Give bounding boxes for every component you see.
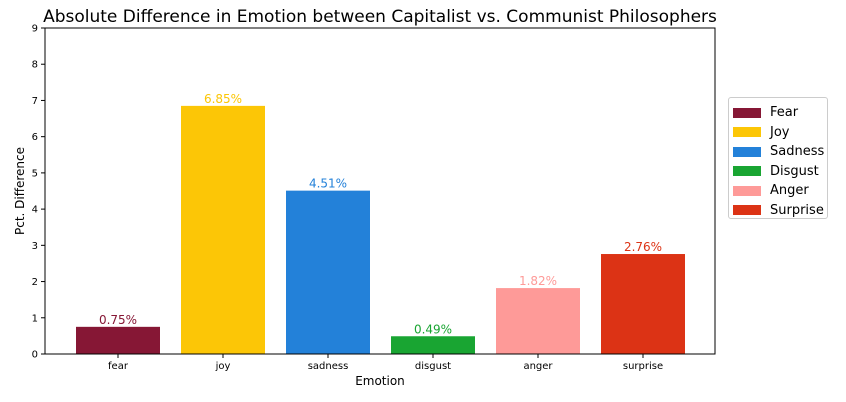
y-tick-label: 3 (32, 241, 38, 252)
legend-label: Surprise (770, 202, 824, 218)
y-axis-label: Pct. Difference (13, 147, 27, 235)
legend-item-disgust: Disgust (733, 162, 819, 181)
data-label-fear: 0.75% (99, 313, 137, 327)
legend-label: Fear (770, 105, 799, 120)
legend: Fear Joy Sadness Disgust Anger Surprise (728, 97, 828, 219)
legend-item-fear: Fear (733, 103, 798, 122)
y-tick-label: 9 (32, 24, 38, 35)
bar-fear (76, 326, 160, 354)
y-tick-label: 8 (32, 60, 38, 71)
y-tick-label: 2 (32, 277, 38, 288)
x-tick-label-sadness: sadness (308, 361, 349, 372)
y-tick-label: 1 (32, 313, 38, 324)
data-label-anger: 1.82% (519, 274, 557, 288)
legend-label: Disgust (770, 163, 819, 179)
chart-title: Absolute Difference in Emotion between C… (43, 7, 717, 27)
data-label-joy: 6.85% (204, 92, 242, 106)
plot-area: 0 1 2 3 4 5 6 7 8 9 0.75% fear 6.85% joy 4.51% sadness 0… (32, 24, 685, 372)
x-tick-label-surprise: surprise (623, 361, 663, 372)
plot-frame (44, 27, 716, 355)
data-label-sadness: 4.51% (309, 177, 347, 191)
legend-swatch (733, 205, 761, 215)
bar-anger (496, 288, 580, 354)
y-tick-label: 7 (32, 96, 38, 107)
y-tick-label: 0 (32, 350, 38, 361)
bar-sadness (286, 190, 370, 354)
y-tick-label: 6 (32, 132, 38, 143)
y-tick-label: 4 (32, 205, 38, 216)
legend-item-anger: Anger (733, 181, 809, 200)
bar-surprise (601, 254, 685, 354)
legend-label: Joy (770, 124, 790, 140)
bar-disgust (391, 336, 475, 354)
legend-item-sadness: Sadness (733, 142, 824, 161)
legend-label: Sadness (770, 144, 825, 159)
legend-item-surprise: Surprise (733, 201, 824, 220)
legend-label: Anger (770, 183, 809, 198)
x-tick-label-joy: joy (215, 361, 231, 372)
data-label-surprise: 2.76% (624, 240, 662, 254)
x-tick-label-disgust: disgust (415, 361, 451, 372)
legend-swatch (733, 107, 761, 118)
legend-swatch (733, 146, 761, 157)
legend-swatch (733, 185, 761, 196)
x-axis-label: Emotion (355, 374, 405, 388)
legend-item-joy: Joy (733, 123, 789, 142)
x-tick-label-anger: anger (523, 361, 553, 372)
data-label-disgust: 0.49% (414, 322, 452, 336)
x-tick-label-fear: fear (108, 361, 129, 372)
bar-joy (181, 105, 265, 354)
legend-swatch (733, 166, 761, 176)
y-tick-label: 5 (32, 168, 38, 179)
legend-swatch (733, 127, 761, 137)
